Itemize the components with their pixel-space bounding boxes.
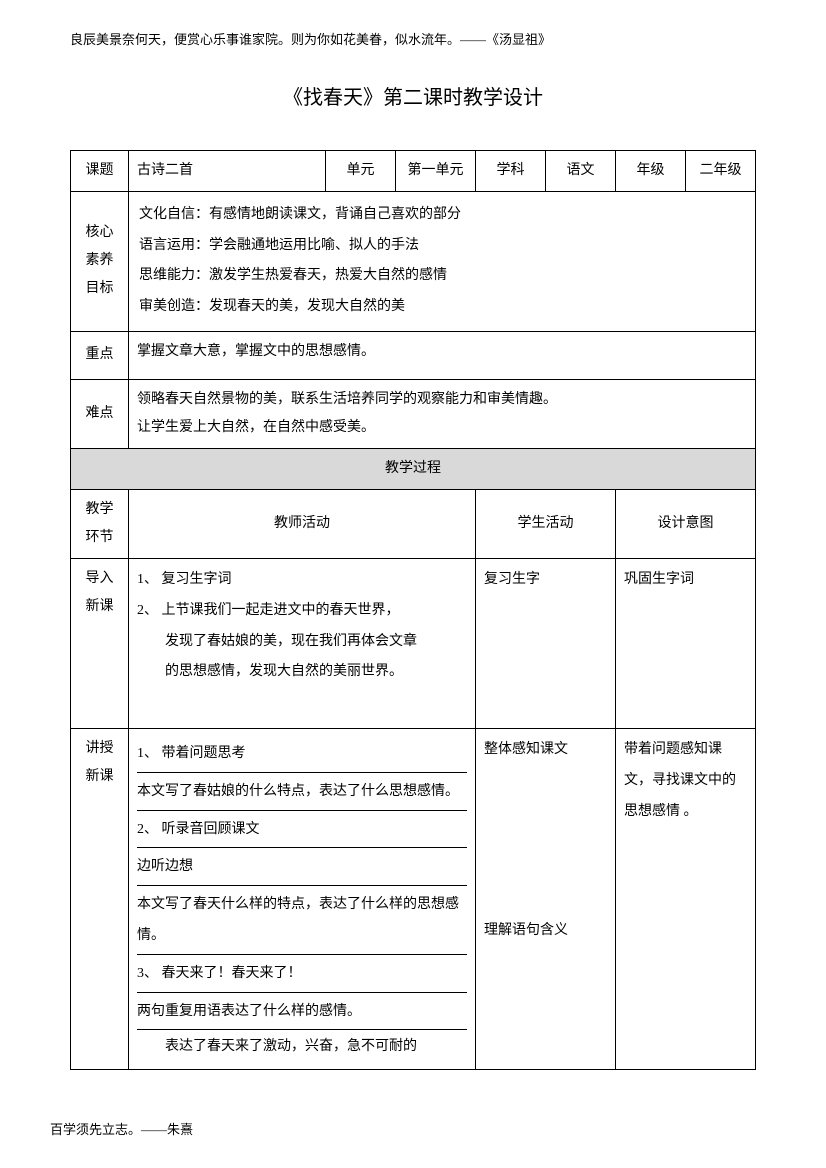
label-difficulty: 难点 [71,379,129,448]
teach-student: 整体感知课文 理解语句含义 [476,728,616,1069]
goal-line: 思维能力：激发学生热爱春天，热爱大自然的感情 [139,261,745,292]
teach-line: 1、 带着问题思考 [137,737,467,773]
topic-value: 古诗二首 [129,150,326,191]
teach-line: 2、 听录音回顾课文 [137,813,467,849]
header-quote: 良辰美景奈何天，便赏心乐事谁家院。则为你如花美眷，似水流年。——《汤显祖》 [70,30,756,51]
footer-quote: 百学须先立志。——朱熹 [50,1119,193,1138]
intro-teacher: 1、 复习生字词 2、 上节课我们一起走进文中的春天世界， 发现了春姑娘的美，现… [129,558,476,728]
teach-teacher: 1、 带着问题思考 本文写了春姑娘的什么特点，表达了什么思想感情。 2、 听录音… [129,728,476,1069]
intro-teacher-line: 发现了春姑娘的美，现在我们再体会文章 [137,627,467,658]
teach-student-line: 理解语句含义 [484,916,607,947]
teach-line: 3、 春天来了！春天来了！ [137,957,467,993]
teach-line: 本文写了春天什么样的特点，表达了什么样的思想感情。 [137,888,467,955]
intro-intent: 巩固生字词 [616,558,756,728]
intro-student: 复习生字 [476,558,616,728]
unit-value: 第一单元 [396,150,476,191]
label-subject: 学科 [476,150,546,191]
label-keypoint: 重点 [71,331,129,379]
col-teacher: 教师活动 [129,489,476,558]
goal-line: 审美创造：发现春天的美，发现大自然的美 [139,292,745,323]
label-topic: 课题 [71,150,129,191]
intro-teacher-line: 的思想感情，发现大自然的美丽世界。 [137,657,467,688]
teach-intent-line: 带着问题感知课文，寻找课文中的思想感情 。 [624,735,747,827]
teach-intent: 带着问题感知课文，寻找课文中的思想感情 。 [616,728,756,1069]
subject-value: 语文 [546,150,616,191]
col-student: 学生活动 [476,489,616,558]
document-title: 《找春天》第二课时教学设计 [70,81,756,110]
label-goals: 核心素养目标 [71,191,129,331]
teach-line: 本文写了春姑娘的什么特点，表达了什么思想感情。 [137,775,467,811]
label-grade: 年级 [616,150,686,191]
stage-intro: 导入新课 [71,558,129,728]
intro-teacher-line: 1、 复习生字词 [137,565,467,596]
goal-line: 语言运用：学会融通地运用比喻、拟人的手法 [139,231,745,262]
grade-value: 二年级 [686,150,756,191]
goals-content: 文化自信：有感情地朗读课文，背诵自己喜欢的部分 语言运用：学会融通地运用比喻、拟… [129,191,756,331]
intro-teacher-line: 2、 上节课我们一起走进文中的春天世界， [137,596,467,627]
col-intent: 设计意图 [616,489,756,558]
label-unit: 单元 [326,150,396,191]
difficulty-value: 领略春天自然景物的美，联系生活培养同学的观察能力和审美情趣。 让学生爱上大自然，… [129,379,756,448]
teach-line: 两句重复用语表达了什么样的感情。 [137,995,467,1031]
teach-line: 表达了春天来了激动，兴奋，急不可耐的 [137,1032,467,1063]
lesson-plan-table: 课题 古诗二首 单元 第一单元 学科 语文 年级 二年级 核心素养目标 文化自信… [70,150,756,1070]
process-header: 教学过程 [71,448,756,489]
col-stage: 教学环节 [71,489,129,558]
keypoint-value: 掌握文章大意，掌握文中的思想感情。 [129,331,756,379]
teach-line: 边听边想 [137,850,467,886]
difficulty-line: 让学生爱上大自然，在自然中感受美。 [137,414,747,442]
teach-student-line: 整体感知课文 [484,735,607,766]
stage-teach: 讲授新课 [71,728,129,1069]
difficulty-line: 领略春天自然景物的美，联系生活培养同学的观察能力和审美情趣。 [137,386,747,414]
goal-line: 文化自信：有感情地朗读课文，背诵自己喜欢的部分 [139,200,745,231]
